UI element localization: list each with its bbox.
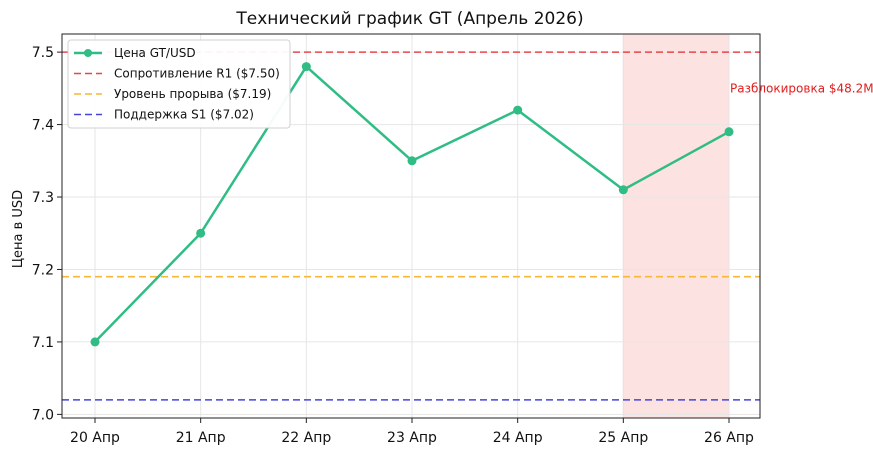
legend-reference-label: Поддержка S1 ($7.02)	[114, 108, 254, 122]
unlock-annotation: Разблокировка $48.2M	[730, 81, 873, 95]
y-tick-label: 7.0	[32, 407, 54, 423]
legend-reference-label: Уровень прорыва ($7.19)	[114, 87, 271, 101]
plot-area: 7.0 7.1 7.2 7.3 7.4 7.5 20 Апр 21 Апр 22 Апр 23 А…	[32, 33, 873, 446]
legend-series-marker	[84, 49, 92, 57]
y-tick-label: 7.3	[32, 190, 54, 206]
data-point[interactable]	[513, 105, 523, 115]
x-tick-label: 20 Апр	[70, 430, 120, 446]
legend-reference-label: Сопротивление R1 ($7.50)	[114, 67, 280, 81]
y-tick-label: 7.5	[32, 45, 54, 61]
y-tick-label: 7.4	[32, 118, 54, 134]
plot-frame	[61, 33, 761, 419]
data-point[interactable]	[301, 62, 311, 72]
x-tick-label: 21 Апр	[176, 430, 226, 446]
x-tick-label: 24 Апр	[493, 430, 543, 446]
highlight-region	[622, 33, 730, 419]
x-tick-label: 25 Апр	[598, 430, 648, 446]
data-point[interactable]	[724, 127, 734, 137]
y-tick-label: 7.2	[32, 262, 54, 278]
x-tick-label: 26 Апр	[704, 430, 754, 446]
y-tick-label: 7.1	[32, 335, 54, 351]
data-point[interactable]	[90, 337, 100, 347]
legend-series-label: Цена GT/USD	[114, 46, 196, 60]
x-tick-label: 23 Апр	[387, 430, 437, 446]
data-point[interactable]	[407, 156, 417, 166]
y-axis-label: Цена в USD	[11, 190, 26, 268]
data-point[interactable]	[618, 185, 628, 195]
data-point[interactable]	[196, 228, 206, 238]
legend-box	[67, 39, 291, 129]
x-tick-label: 22 Апр	[281, 430, 331, 446]
chart-title: Технический график GT (Апрель 2026)	[235, 9, 583, 29]
